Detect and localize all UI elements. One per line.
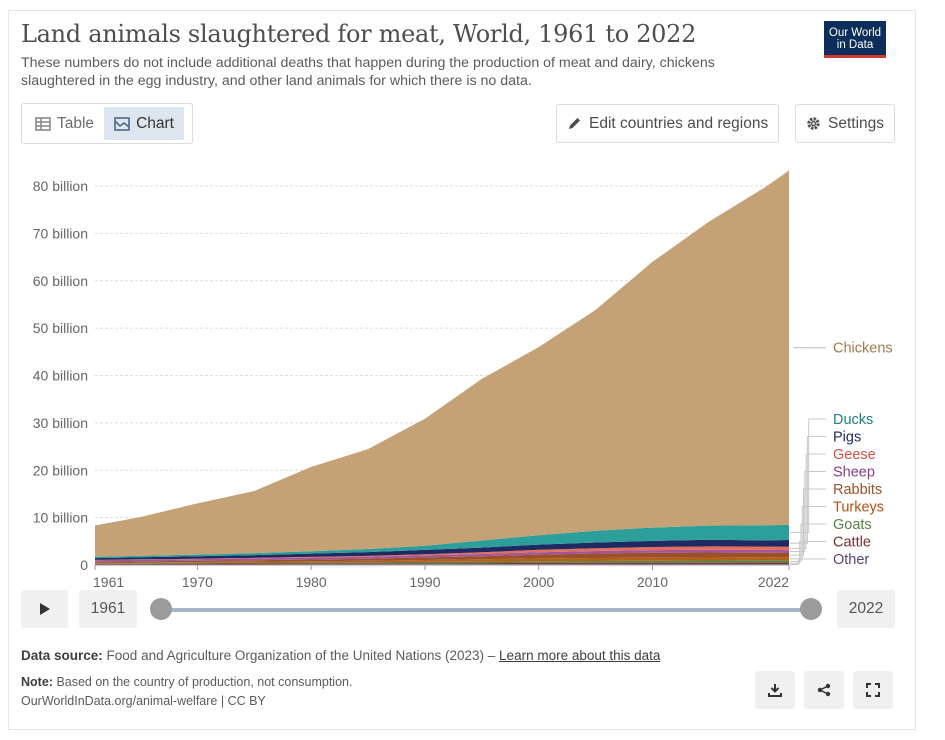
legend-label-rabbits: Rabbits <box>833 482 882 498</box>
play-icon <box>39 603 50 615</box>
learn-more-link[interactable]: Learn more about this data <box>499 648 661 663</box>
note-text: Based on the country of production, not … <box>56 675 353 689</box>
x-tick-label: 1990 <box>409 574 440 590</box>
legend-label-chickens: Chickens <box>833 341 893 357</box>
area-ducks <box>95 524 789 559</box>
play-button[interactable] <box>21 590 68 628</box>
legend-connector <box>790 471 826 552</box>
tab-chart-label: Chart <box>136 114 174 132</box>
note-prefix: Note: <box>21 675 53 689</box>
timeline-end-year[interactable]: 2022 <box>837 590 895 628</box>
logo-line-2: in Data <box>836 39 874 51</box>
x-tick-label: 1961 <box>93 574 124 590</box>
area-geese <box>95 546 789 561</box>
legend-connector <box>790 418 826 533</box>
legend-label-ducks: Ducks <box>833 412 873 428</box>
chart-title: Land animals slaughtered for meat, World… <box>21 20 697 48</box>
legend-connector <box>790 453 826 549</box>
view-tabs: Table Chart <box>21 103 193 144</box>
y-tick-label: 10 billion <box>33 510 88 526</box>
legend-connector <box>790 488 826 556</box>
tab-chart[interactable]: Chart <box>104 107 184 140</box>
area-pigs <box>95 539 789 560</box>
download-button[interactable] <box>755 671 795 709</box>
settings-button[interactable]: Settings <box>795 104 896 143</box>
share-button[interactable] <box>804 671 844 709</box>
note-line: Note: Based on the country of production… <box>21 675 352 689</box>
timeline-end-handle[interactable] <box>800 598 822 620</box>
y-tick-label: 0 <box>80 557 88 573</box>
area-chickens <box>95 170 789 557</box>
license-url[interactable]: OurWorldInData.org/animal-welfare | CC B… <box>21 694 266 708</box>
edit-countries-button[interactable]: Edit countries and regions <box>556 104 780 143</box>
x-tick-label: 2022 <box>758 574 789 590</box>
data-source-line: Data source: Food and Agriculture Organi… <box>21 648 660 663</box>
y-tick-label: 40 billion <box>33 368 88 384</box>
timeline-track[interactable] <box>166 608 816 612</box>
fullscreen-button[interactable] <box>853 671 893 709</box>
area-sheep <box>95 549 789 562</box>
y-tick-label: 20 billion <box>33 462 88 478</box>
source-prefix: Data source: <box>21 648 103 663</box>
timeline-start-handle[interactable] <box>150 598 172 620</box>
legend-connector <box>790 541 826 564</box>
table-icon <box>35 116 51 131</box>
area-goats <box>95 560 789 564</box>
y-tick-label: 70 billion <box>33 225 88 241</box>
tab-table[interactable]: Table <box>25 107 104 140</box>
chart-plot[interactable]: 0 10 billion 20 billion 30 billion 40 billio… <box>0 0 945 600</box>
legend-label-goats: Goats <box>833 517 872 533</box>
legend-label-cattle: Cattle <box>833 535 871 551</box>
legend-label-geese: Geese <box>833 447 876 463</box>
y-tick-label: 50 billion <box>33 320 88 336</box>
area-rabbits <box>95 552 789 563</box>
chart-subtitle: These numbers do not include additional … <box>21 55 715 89</box>
legend-connector <box>790 436 826 544</box>
gear-icon <box>807 117 820 130</box>
area-cattle <box>95 562 789 565</box>
share-icon <box>817 683 831 697</box>
timeline-start-year[interactable]: 1961 <box>79 590 137 628</box>
y-tick-label: 60 billion <box>33 273 88 289</box>
x-tick-label: 2010 <box>637 574 668 590</box>
x-tick-label: 1970 <box>182 574 213 590</box>
legend-connector <box>790 558 826 565</box>
area-turkeys <box>95 557 789 564</box>
chart-icon <box>114 116 130 131</box>
owid-logo[interactable]: Our World in Data <box>824 21 886 58</box>
logo-line-1: Our World <box>828 27 882 39</box>
fullscreen-icon <box>866 683 880 697</box>
source-text: Food and Agriculture Organization of the… <box>106 648 496 663</box>
timeline: 1961 2022 <box>21 590 895 630</box>
legend-connector <box>790 506 826 560</box>
legend-label-other: Other <box>833 552 869 568</box>
x-tick-label: 1980 <box>296 574 327 590</box>
legend-label-turkeys: Turkeys <box>833 500 884 516</box>
edit-countries-label: Edit countries and regions <box>589 114 769 132</box>
x-tick-label: 2000 <box>523 574 554 590</box>
y-tick-label: 30 billion <box>33 415 88 431</box>
pencil-icon <box>569 118 580 129</box>
settings-label: Settings <box>828 114 885 132</box>
y-tick-label: 80 billion <box>33 178 88 194</box>
tab-table-label: Table <box>57 114 95 132</box>
legend-label-pigs: Pigs <box>833 430 861 446</box>
download-icon <box>768 684 782 697</box>
legend-label-sheep: Sheep <box>833 465 875 481</box>
legend-connector <box>790 523 826 562</box>
